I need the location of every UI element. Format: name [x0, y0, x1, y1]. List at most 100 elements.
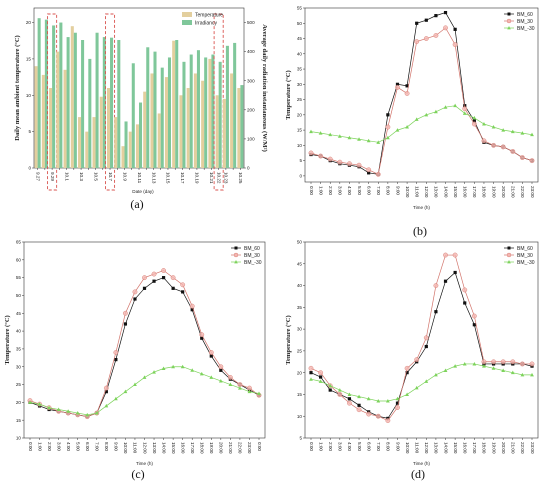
x-tick-label: 2:00: [47, 442, 52, 451]
x-axis-title: Time (h): [413, 205, 430, 210]
y-tick-label: 25: [297, 97, 303, 102]
point-bm30: [404, 91, 410, 96]
point-bm60: [181, 290, 185, 294]
point-bm-minus30: [142, 375, 147, 379]
plot-frame: [23, 241, 266, 439]
point-bm30: [237, 382, 243, 387]
point-bm-minus30: [472, 115, 477, 120]
point-bm-minus30: [75, 411, 80, 415]
x-tick-label: 10.21: [209, 172, 214, 184]
point-bm-minus30: [161, 366, 166, 371]
panel-d-chart: 5 10 15 20 25 30 35 40 45 50 0:00 1:00 2:00 3:00 4:00 5…: [285, 240, 539, 481]
temperature-bar: [230, 73, 234, 168]
x-tick-label: 1:00: [318, 186, 323, 195]
point-bm30: [481, 359, 487, 365]
y-right-tick-label: 300: [247, 78, 255, 83]
point-bm-minus30: [376, 398, 381, 403]
point-bm-minus30: [520, 372, 525, 377]
point-bm30: [385, 418, 391, 423]
point-bm30: [227, 375, 233, 380]
y-tick-label: 40: [297, 283, 303, 288]
point-bm30: [180, 282, 186, 288]
point-bm-minus30: [171, 364, 176, 369]
point-bm30: [500, 144, 506, 150]
legend-marker-bm60: [234, 246, 238, 250]
point-bm30: [308, 150, 314, 156]
point-bm30: [337, 159, 343, 165]
point-bm60: [309, 371, 313, 375]
point-bm30: [433, 283, 439, 288]
point-bm60: [395, 401, 400, 405]
temperature-bar: [208, 58, 212, 169]
x-tick-label: 10.9: [122, 172, 127, 181]
temperature-bar: [78, 117, 82, 168]
point-bm30: [395, 405, 400, 410]
point-bm30: [218, 364, 224, 370]
y-tick-label: 20: [26, 20, 32, 25]
x-tick-label: 13:00: [152, 442, 157, 454]
x-tick-label: 11:00: [414, 442, 419, 454]
temperature-bar: [135, 124, 139, 168]
point-bm60: [171, 286, 175, 290]
point-bm60: [453, 27, 457, 31]
point-bm60: [463, 301, 467, 305]
y-tick-label: 50: [16, 293, 22, 298]
point-bm30: [347, 161, 352, 167]
point-bm30: [529, 361, 535, 367]
point-bm30: [308, 365, 314, 371]
x-tick-label: 23:00: [530, 186, 535, 198]
panel-label: (a): [130, 197, 143, 211]
x-tick-label: 21:00: [511, 186, 516, 198]
temperature-bar: [215, 95, 219, 168]
x-tick-label: 1:00: [318, 442, 323, 451]
x-tick-label: 22:00: [238, 442, 243, 454]
x-tick-label: 16:00: [180, 442, 185, 454]
temperature-bar: [222, 98, 226, 168]
x-tick-label: 20:00: [501, 442, 506, 454]
x-tick-label: 15:00: [453, 186, 458, 198]
point-bm-minus30: [113, 396, 118, 401]
x-tick-label: 19:00: [491, 442, 496, 454]
irradiancy-bar: [225, 45, 229, 169]
point-bm30: [347, 400, 352, 406]
x-tick-label: 21:00: [511, 442, 516, 454]
x-tick-label: 15:00: [171, 442, 176, 454]
x-tick-label: 10.19: [195, 172, 200, 184]
x-tick-label: 0:00: [28, 442, 33, 451]
point-bm-minus30: [501, 368, 506, 372]
x-tick-label: 21:00: [228, 442, 233, 454]
x-tick-label: 13:00: [434, 186, 439, 198]
series-line-bm60: [310, 12, 533, 175]
x-tick-label: 2:00: [328, 186, 333, 195]
temperature-bar: [85, 131, 89, 168]
irradiancy-bar: [52, 25, 56, 169]
point-bm-minus30: [104, 403, 109, 408]
x-axis-title: Date (day): [132, 189, 154, 194]
legend-swatch-temperature: [182, 12, 192, 17]
point-bm30: [199, 332, 205, 338]
y-tick-label: 50: [297, 21, 303, 26]
y-right-tick-label: 100: [247, 137, 255, 142]
point-bm-minus30: [366, 138, 371, 143]
temperature-bar: [41, 74, 45, 168]
legend-marker-bm-minus30: [507, 26, 511, 30]
panel-c-chart: 10 15 20 25 30 35 40 45 50 55 60 65 0:00 1:00 2:00 3:00…: [4, 240, 266, 481]
temperature-bar: [193, 73, 197, 168]
point-bm30: [529, 158, 535, 164]
point-bm-minus30: [510, 370, 515, 375]
point-bm-minus30: [247, 389, 252, 394]
x-tick-label: 17:00: [190, 442, 195, 454]
y-tick-label: 5: [299, 158, 302, 163]
point-bm30: [103, 385, 109, 391]
point-bm60: [472, 323, 476, 327]
point-bm-minus30: [366, 396, 371, 401]
point-bm30: [481, 138, 487, 144]
temperature-bar: [237, 88, 241, 168]
series-line-bm-minus30: [310, 105, 533, 143]
point-bm-minus30: [424, 112, 429, 117]
point-bm-minus30: [357, 137, 361, 141]
point-bm30: [208, 350, 214, 355]
point-bm-minus30: [47, 405, 51, 410]
x-tick-label: 9.27: [35, 172, 40, 181]
point-bm-minus30: [328, 132, 333, 137]
